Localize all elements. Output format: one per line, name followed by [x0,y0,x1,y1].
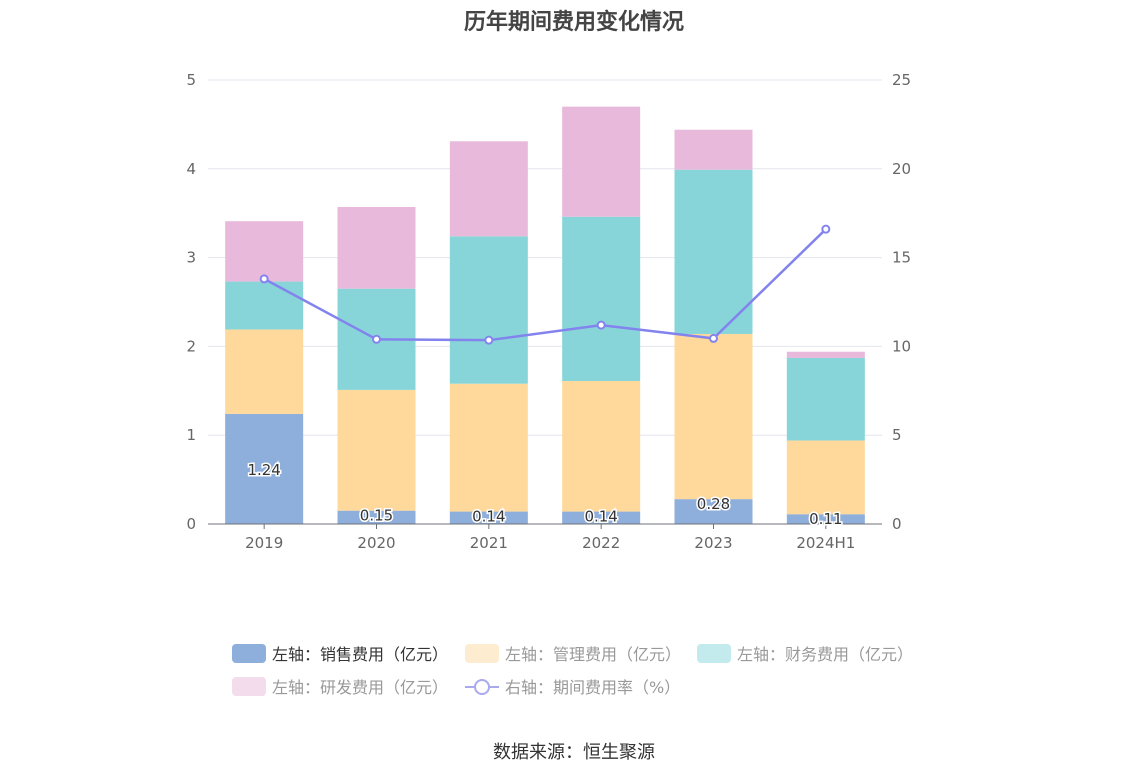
legend-item-admin[interactable]: 左轴：管理费用（亿元） [465,641,681,665]
data-source: 数据来源：恒生聚源 [493,742,655,763]
bar-sales-2020 [337,510,416,524]
point-expense-rate-2021 [484,335,494,345]
legend-label-sales: 左轴：销售费用（亿元） [272,645,449,664]
legend-label-finance: 左轴：财务费用（亿元） [737,645,914,664]
bar-rnd-2024H1 [786,351,865,358]
right-axis-tick-label: 25 [892,71,911,89]
bar-admin-2021 [449,383,528,512]
bar-rnd-2019 [225,221,304,282]
point-expense-rate-2020 [372,334,381,344]
bar-sales-2019 [225,413,304,524]
chart-canvas: 0 1 2 3 4 5 0 5 10 15 20 25 2019 2020 2021 2022 2023 2024… [186,71,911,552]
right-axis-tick-label: 10 [892,337,911,355]
x-axis-tick-label: 2019 [245,534,283,552]
left-axis-tick-label: 5 [186,71,196,89]
bar-rnd-2023 [674,129,753,170]
line-expense-rate [263,228,827,342]
legend-label-rnd: 左轴：研发费用（亿元） [272,678,449,697]
point-expense-rate-2019 [259,274,269,284]
x-axis-tick-label: 2023 [694,534,732,552]
bar-rnd-2022 [562,106,641,217]
data-label-sales: 0.11 [809,510,842,528]
bar-finance-2024H1 [786,357,865,441]
x-axis-tick-label: 2024H1 [796,534,855,552]
left-axis-tick-label: 3 [186,249,196,267]
point-expense-rate-2024H1 [821,224,831,234]
legend-item-sales[interactable]: 左轴：销售费用（亿元） [232,641,448,665]
bar-finance-2022 [562,216,641,382]
data-label-sales: 1.24 [247,461,280,479]
legend-swatch-rnd [232,676,266,696]
bar-sales-2024H1 [786,514,865,524]
left-axis-tick-label: 2 [186,337,196,355]
x-axis-tick-label: 2021 [470,534,508,552]
point-expense-rate-2023 [709,333,718,343]
data-label-sales: 0.14 [472,508,505,526]
right-axis-tick-label: 0 [892,515,902,533]
left-axis-tick-label: 1 [186,426,196,444]
chart-title: 历年期间费用变化情况 [463,10,684,35]
right-axis-tick-label: 5 [892,426,902,444]
bar-finance-2019 [225,281,304,330]
right-axis-tick-label: 20 [892,160,911,178]
data-label-sales: 0.15 [360,507,393,525]
legend-item-finance[interactable]: 左轴：财务费用（亿元） [697,641,913,665]
bar-rnd-2021 [449,141,528,237]
bar-sales-2021 [449,511,528,524]
left-axis-tick-label: 0 [186,515,196,533]
x-axis-tick-label: 2020 [357,534,395,552]
bar-admin-2020 [337,389,416,511]
legend-item-expense-rate[interactable]: 右轴：期间费用率（%） [465,674,680,698]
bar-admin-2022 [562,381,641,512]
legend-line-icon [465,677,499,696]
data-label-sales: 0.28 [697,495,730,513]
legend-swatch-sales [232,643,266,663]
legend-label-admin: 左轴：管理费用（亿元） [505,645,682,664]
left-axis-tick-label: 4 [186,160,196,178]
bar-finance-2023 [674,169,753,334]
bar-rnd-2020 [337,206,416,289]
bar-sales-2023 [674,499,753,524]
legend-swatch-admin [465,643,499,663]
right-axis-tick-label: 15 [892,249,911,267]
legend-swatch-finance [697,643,731,663]
bar-admin-2019 [225,329,304,414]
legend-label-expense-rate: 右轴：期间费用率（%） [505,678,681,697]
bar-admin-2023 [674,333,753,500]
legend-item-rnd[interactable]: 左轴：研发费用（亿元） [232,674,448,698]
bar-admin-2024H1 [786,440,865,515]
bar-finance-2021 [449,236,528,384]
x-axis-tick-label: 2022 [582,534,620,552]
bar-sales-2022 [562,511,641,524]
point-expense-rate-2022 [596,320,606,330]
data-label-sales: 0.14 [584,508,617,526]
